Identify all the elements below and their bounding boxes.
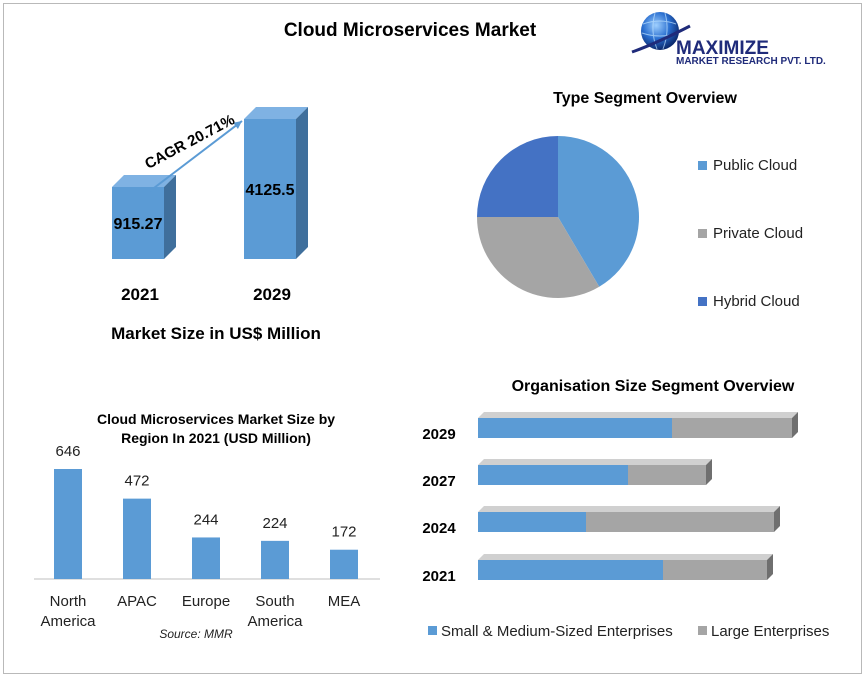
infographic-canvas: Cloud Microservices Market MAXIMIZE MARK… [0, 0, 867, 679]
region-bar [261, 541, 289, 579]
org-bar-top [478, 554, 773, 560]
market-size-chart: Market Size in US$ Million 915.27 2021 412… [111, 107, 321, 343]
pie-legend-label: Private Cloud [713, 225, 803, 242]
org-bar-top [478, 506, 780, 512]
region-chart: Cloud Microservices Market Size by Regio… [34, 411, 380, 641]
region-bar [54, 469, 82, 579]
org-bar-large [586, 512, 774, 532]
org-size-chart: Organisation Size Segment Overview 2029 2… [422, 378, 829, 640]
region-category-label: Europe [182, 593, 230, 610]
org-size-title: Organisation Size Segment Overview [512, 378, 795, 395]
region-value-label: 224 [262, 515, 287, 532]
org-legend-swatch [698, 626, 707, 635]
org-legend-swatch [428, 626, 437, 635]
region-category-label: America [40, 613, 96, 630]
org-year-label: 2024 [422, 520, 456, 537]
cagr-annotation: CAGR 20.71% [142, 111, 238, 173]
region-source: Source: MMR [159, 627, 233, 641]
region-value-label: 244 [193, 511, 218, 528]
region-category-label: North [50, 593, 87, 610]
org-bar-top [478, 459, 712, 465]
region-bar [192, 537, 220, 579]
region-category-label: MEA [328, 593, 361, 610]
region-value-label: 172 [331, 524, 356, 541]
region-title-line2: Region In 2021 (USD Million) [121, 430, 311, 446]
org-year-label: 2029 [422, 426, 455, 443]
org-bar-sme [478, 418, 672, 438]
org-bar-sme [478, 512, 586, 532]
region-bar [330, 550, 358, 579]
type-segment-chart: Type Segment Overview Public Cloud Privat… [477, 90, 803, 310]
region-value-label: 646 [55, 443, 80, 460]
org-bar-large [628, 465, 706, 485]
type-segment-title: Type Segment Overview [553, 90, 737, 107]
pie-legend-swatch [698, 161, 707, 170]
market-value-label: 4125.5 [246, 182, 295, 199]
market-year-label: 2021 [121, 285, 159, 304]
main-title: Cloud Microservices Market [284, 20, 537, 41]
org-bar-sme [478, 465, 628, 485]
org-bar-top [478, 412, 798, 418]
globe-icon [641, 12, 679, 50]
brand-subtitle: MARKET RESEARCH PVT. LTD. [676, 56, 826, 67]
pie-legend-swatch [698, 229, 707, 238]
org-bar-large [663, 560, 767, 580]
org-year-label: 2027 [422, 473, 455, 490]
pie-legend-swatch [698, 297, 707, 306]
org-year-label: 2021 [422, 568, 455, 585]
region-bar [123, 499, 151, 579]
pie-legend-label: Hybrid Cloud [713, 293, 800, 310]
region-value-label: 472 [124, 473, 149, 490]
pie-slice-hybrid-cloud [477, 136, 558, 217]
market-value-label: 915.27 [114, 216, 163, 233]
region-title-line1: Cloud Microservices Market Size by [97, 411, 335, 427]
region-category-label: America [247, 613, 303, 630]
market-size-title: Market Size in US$ Million [111, 324, 321, 343]
org-legend-label: Small & Medium-Sized Enterprises [441, 623, 673, 640]
region-category-label: APAC [117, 593, 157, 610]
org-legend-label: Large Enterprises [711, 623, 829, 640]
market-bar-2029-side [296, 107, 308, 259]
org-bar-sme [478, 560, 663, 580]
brand-logo: MAXIMIZE MARKET RESEARCH PVT. LTD. [632, 12, 826, 67]
market-bar-2021-side [164, 175, 176, 259]
region-category-label: South [255, 593, 294, 610]
org-bar-large [672, 418, 792, 438]
market-year-label: 2029 [253, 285, 291, 304]
pie-legend-label: Public Cloud [713, 157, 797, 174]
